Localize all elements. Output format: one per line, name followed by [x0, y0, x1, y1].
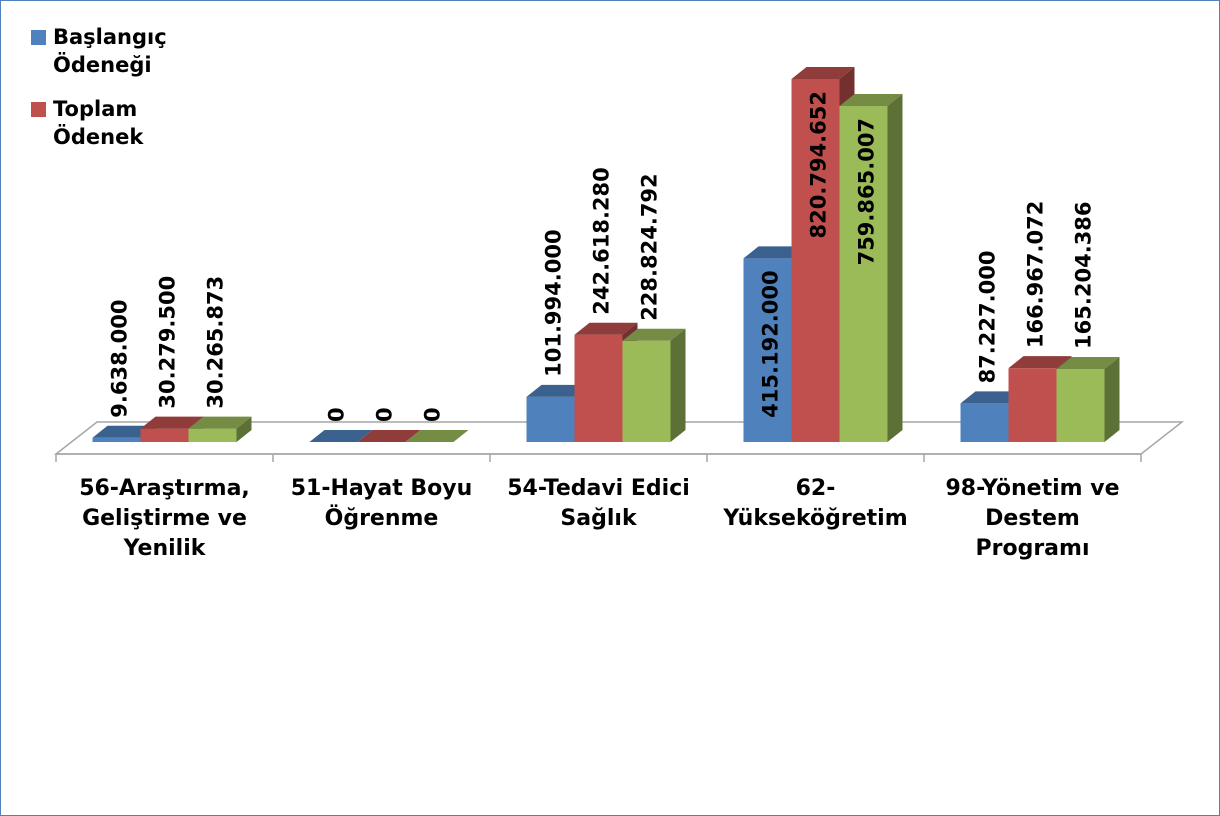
legend-label: Toplam Ödenek [53, 97, 144, 149]
bar-top [622, 328, 686, 341]
bar [839, 93, 903, 442]
x-tick-label: 51-Hayat Boyu Öğrenme [290, 476, 473, 531]
value-label: 0 [325, 407, 349, 422]
bar [405, 430, 469, 442]
value-label: 30.265.873 [204, 276, 228, 409]
legend-label: Başlangıç Ödeneği [53, 25, 167, 77]
bar-top [526, 384, 590, 397]
bar [1056, 356, 1120, 442]
bar-top [92, 425, 156, 438]
value-label: 228.824.792 [638, 173, 662, 320]
value-label: 165.204.386 [1072, 201, 1096, 348]
bar-front [188, 428, 237, 442]
bar-top [1008, 356, 1072, 369]
bar-front [92, 437, 141, 442]
bar-front [743, 258, 792, 442]
bar-front [791, 79, 840, 442]
value-label: 820.794.652 [807, 91, 831, 238]
bar [309, 430, 373, 442]
bar-top [188, 416, 252, 429]
bar-front [1008, 368, 1057, 442]
bar-top [140, 416, 204, 429]
value-label: 9.638.000 [108, 299, 132, 417]
value-label: 759.865.007 [855, 118, 879, 265]
value-label: 166.967.072 [1024, 201, 1048, 348]
bar-front [140, 428, 189, 442]
legend-entry: Toplam Ödenek [31, 95, 223, 151]
legend-entry: Başlangıç Ödeneği [31, 23, 223, 79]
x-tick-label: 56-Araştırma, Geliştirme ve Yenilik [79, 476, 250, 561]
bar-front [622, 340, 671, 442]
bar-top [743, 246, 807, 259]
bar-front [839, 105, 888, 442]
bar-top [357, 430, 421, 442]
value-label: 87.227.000 [976, 251, 1000, 384]
bar [188, 416, 252, 442]
x-tick-label: 98-Yönetim ve Destem Programı [945, 476, 1120, 561]
x-tick-label: 54-Tedavi Edici Sağlık [507, 476, 690, 531]
value-label: 242.618.280 [590, 167, 614, 314]
bar-side [1104, 356, 1120, 442]
bar-top [839, 93, 903, 106]
bar-front [574, 334, 623, 442]
x-tick-label: 62-Yükseköğretim [723, 476, 908, 531]
legend-swatch [31, 30, 46, 45]
bar-side [887, 93, 903, 442]
bar-top [574, 322, 638, 335]
bar-top [405, 430, 469, 442]
bar-side [236, 416, 252, 442]
bar-front [526, 396, 575, 442]
bar-front [960, 403, 1009, 442]
bar-top [960, 391, 1024, 404]
legend-swatch [31, 102, 46, 117]
bar-top [791, 67, 855, 79]
value-label: 101.994.000 [542, 229, 566, 376]
bar-top [1056, 356, 1120, 369]
bar-top [309, 430, 373, 442]
bar [622, 328, 686, 442]
value-label: 0 [373, 407, 397, 422]
value-label: 30.279.500 [156, 276, 180, 409]
bar-front [1056, 368, 1105, 442]
bar-side [670, 328, 686, 442]
value-label: 0 [421, 407, 445, 422]
value-label: 415.192.000 [759, 270, 783, 417]
bar [357, 430, 421, 442]
